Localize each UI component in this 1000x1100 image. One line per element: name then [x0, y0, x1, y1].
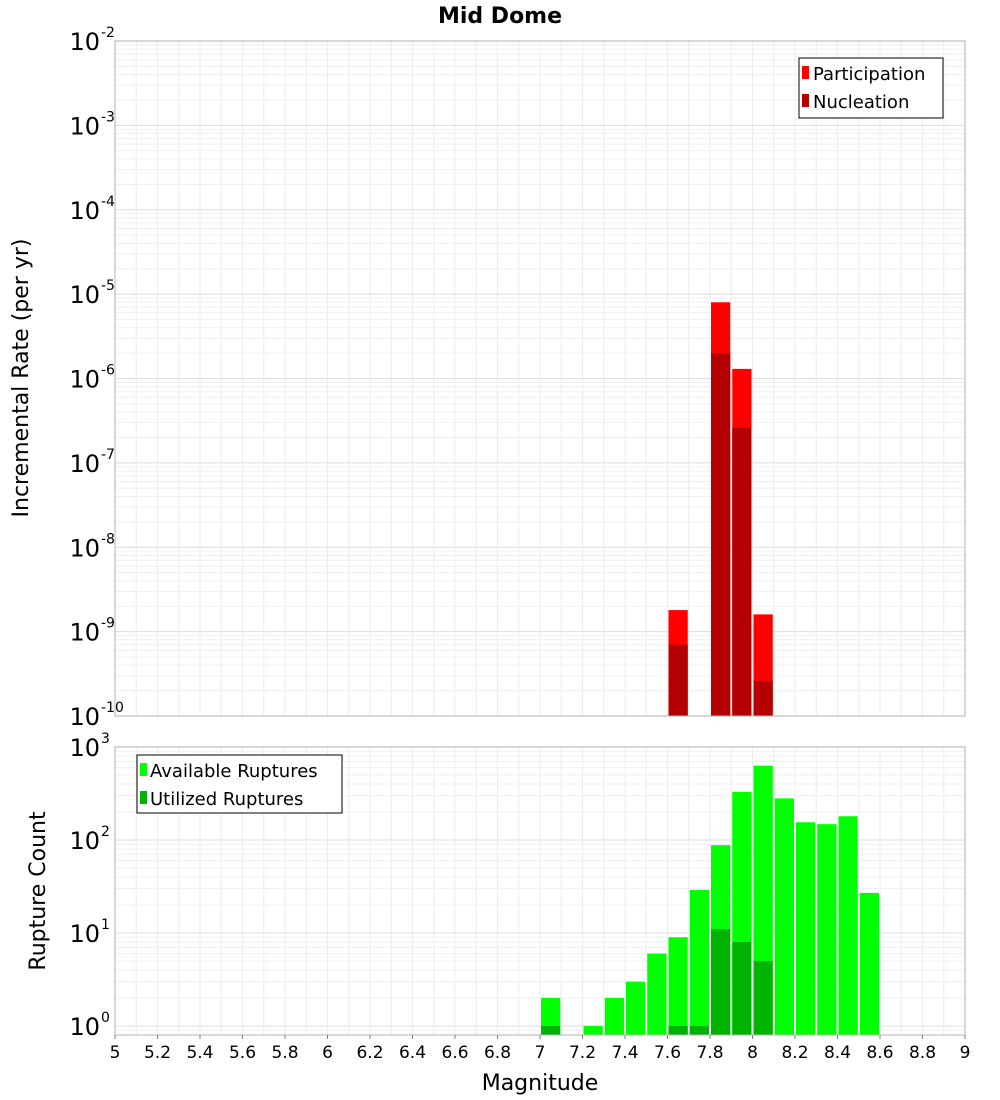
- legend-label-available: Available Ruptures: [150, 761, 318, 782]
- x-tick-label: 8: [747, 1043, 758, 1063]
- top-y-tick-label: 10: [69, 366, 100, 394]
- top-legend: Participation Nucleation: [798, 57, 944, 119]
- bottom-y-tick-exponent: 3: [101, 731, 110, 747]
- x-tick-label: 5.2: [144, 1043, 171, 1063]
- top-grid: [114, 41, 966, 717]
- bottom-y-tick-label: 10: [69, 920, 100, 948]
- legend-label-nucleation: Nucleation: [813, 92, 909, 113]
- top-bar-nucleation: [753, 680, 773, 716]
- bottom-legend: Available Ruptures Utilized Ruptures: [136, 754, 343, 814]
- bottom-bar-utilized-ruptures: [753, 960, 773, 1035]
- legend-swatch-available: [140, 763, 147, 776]
- x-tick-label: 6.4: [399, 1043, 426, 1063]
- bottom-bar-available-ruptures: [626, 981, 646, 1035]
- top-y-tick-exponent: -6: [101, 363, 115, 379]
- bottom-bar-available-ruptures: [583, 1025, 603, 1035]
- bottom-bar-available-ruptures: [838, 816, 858, 1035]
- x-tick-label: 9: [960, 1043, 971, 1063]
- bottom-y-tick-exponent: 2: [101, 824, 110, 840]
- top-y-axis-label: Incremental Rate (per yr): [9, 239, 34, 518]
- x-tick-label: 5.6: [229, 1043, 256, 1063]
- top-y-tick-exponent: -4: [101, 194, 115, 210]
- bottom-bar-utilized-ruptures: [689, 1025, 709, 1035]
- top-y-tick-exponent: -3: [101, 109, 115, 125]
- chart-title: Mid Dome: [438, 4, 562, 29]
- bottom-bar-available-ruptures: [604, 997, 624, 1035]
- top-y-tick-label: 10: [69, 112, 100, 140]
- x-tick-label: 5.8: [271, 1043, 298, 1063]
- legend-label-participation: Participation: [813, 64, 925, 85]
- top-y-tick-label: 10: [69, 28, 100, 56]
- top-plot-border: [114, 40, 966, 717]
- top-y-tick-exponent: -5: [101, 278, 115, 294]
- top-y-tick-exponent: -9: [101, 616, 115, 632]
- bottom-y-tick-exponent: 0: [101, 1010, 110, 1026]
- bottom-bar-available-ruptures: [689, 889, 709, 1035]
- bottom-y-axis-label: Rupture Count: [26, 811, 51, 971]
- legend-label-utilized: Utilized Ruptures: [150, 789, 303, 810]
- bottom-y-tick-label: 10: [69, 827, 100, 855]
- x-axis-label: Magnitude: [482, 1071, 599, 1096]
- x-tick-label: 7.8: [696, 1043, 723, 1063]
- bottom-legend-box: [136, 754, 343, 814]
- x-ticks: 5 5.2 5.4 5.6 5.8 6 6.2 6.4 6.6 6.8 7 7.2 7.4 7.6 7.8 8…: [110, 1035, 971, 1063]
- x-tick-label: 8.4: [824, 1043, 851, 1063]
- x-tick-label: 8.8: [909, 1043, 936, 1063]
- legend-swatch-utilized: [140, 791, 147, 804]
- x-tick-label: 8.6: [866, 1043, 893, 1063]
- bottom-bar-available-ruptures: [541, 997, 561, 1035]
- top-bar-nucleation: [711, 353, 731, 716]
- top-y-tick-label: 10: [69, 281, 100, 309]
- top-y-tick-exponent: -2: [101, 25, 115, 41]
- bottom-bar-available-ruptures: [774, 798, 794, 1035]
- top-y-tick-label: 10: [69, 703, 100, 731]
- bottom-bar-available-ruptures: [817, 824, 837, 1035]
- bottom-bar-utilized-ruptures: [541, 1025, 561, 1035]
- x-tick-label: 8.2: [781, 1043, 808, 1063]
- x-tick-label: 6.8: [484, 1043, 511, 1063]
- x-tick-label: 6: [322, 1043, 333, 1063]
- bottom-y-tick-label: 10: [69, 734, 100, 762]
- bottom-bar-utilized-ruptures: [732, 942, 752, 1035]
- x-tick-label: 5: [110, 1043, 121, 1063]
- top-y-tick-exponent: -8: [101, 531, 115, 547]
- bottom-bar-utilized-ruptures: [711, 929, 731, 1035]
- x-tick-label: 7.2: [569, 1043, 596, 1063]
- bottom-bar-available-ruptures: [668, 937, 688, 1035]
- top-y-tick-label: 10: [69, 534, 100, 562]
- bottom-bar-utilized-ruptures: [668, 1025, 688, 1035]
- x-tick-label: 7.4: [611, 1043, 638, 1063]
- top-bar-nucleation: [668, 644, 688, 716]
- bottom-y-tick-label: 10: [69, 1013, 100, 1041]
- top-y-tick-exponent: -7: [101, 447, 115, 463]
- x-tick-label: 5.4: [186, 1043, 213, 1063]
- top-y-tick-label: 10: [69, 450, 100, 478]
- bottom-bar-available-ruptures: [647, 953, 667, 1035]
- legend-swatch-nucleation: [802, 94, 809, 107]
- bottom-bar-available-ruptures: [796, 822, 816, 1035]
- bottom-y-tick-exponent: 1: [101, 917, 110, 933]
- bottom-bars: [541, 765, 879, 1035]
- x-tick-label: 7.6: [654, 1043, 681, 1063]
- x-tick-label: 6.2: [356, 1043, 383, 1063]
- top-y-tick-label: 10: [69, 197, 100, 225]
- top-legend-box: [798, 57, 944, 119]
- x-tick-label: 7: [535, 1043, 546, 1063]
- top-bars: [668, 302, 773, 716]
- x-tick-label: 6.6: [441, 1043, 468, 1063]
- top-y-tick-label: 10: [69, 619, 100, 647]
- legend-swatch-participation: [802, 66, 809, 79]
- top-bar-nucleation: [732, 427, 752, 716]
- top-y-tick-exponent: -10: [101, 700, 124, 716]
- bottom-bar-available-ruptures: [859, 892, 879, 1035]
